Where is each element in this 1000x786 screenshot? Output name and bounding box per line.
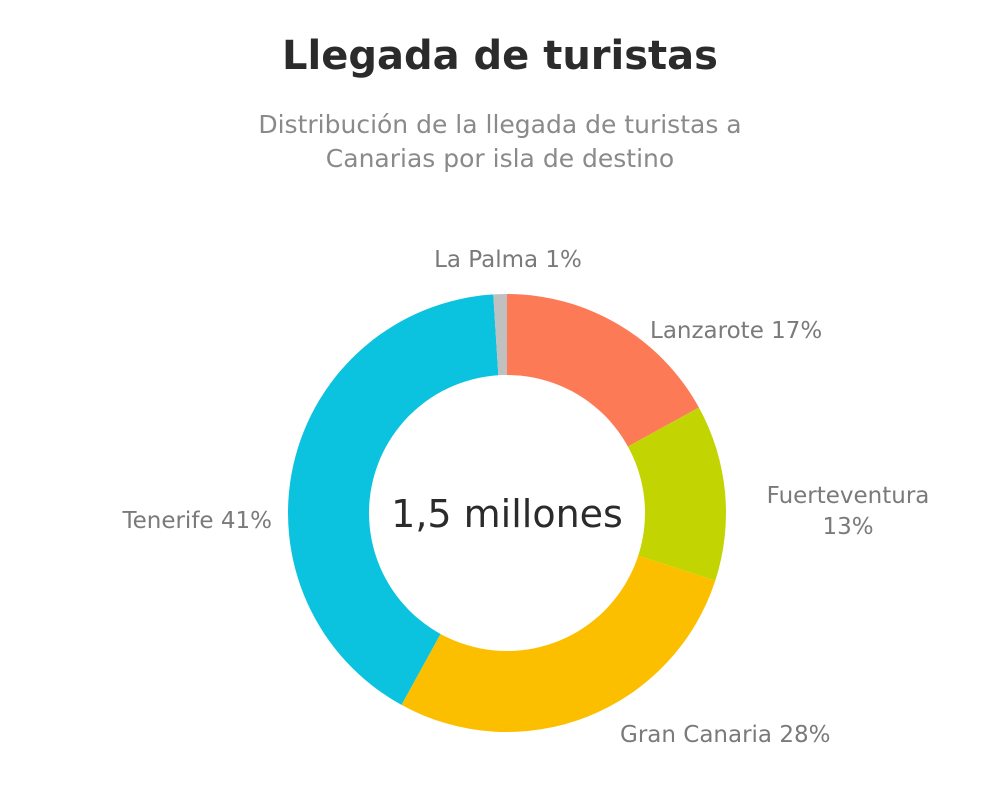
donut-hole — [369, 375, 645, 651]
slice-label-gran-canaria: Gran Canaria 28% — [620, 722, 830, 748]
slice-labels: Lanzarote 17% Fuerteventura 13% Gran Canari… — [121, 247, 929, 748]
slice-label-la-palma: La Palma 1% — [434, 247, 582, 273]
chart-title: Llegada de turistas — [282, 33, 718, 79]
center-total-label: 1,5 millones — [391, 492, 623, 536]
slice-label-lanzarote: Lanzarote 17% — [650, 318, 822, 344]
slice-label-fuerteventura: Fuerteventura 13% — [767, 483, 930, 540]
chart-subtitle: Distribución de la llegada de turistas a… — [258, 110, 742, 173]
slice-label-tenerife: Tenerife 41% — [121, 508, 272, 534]
